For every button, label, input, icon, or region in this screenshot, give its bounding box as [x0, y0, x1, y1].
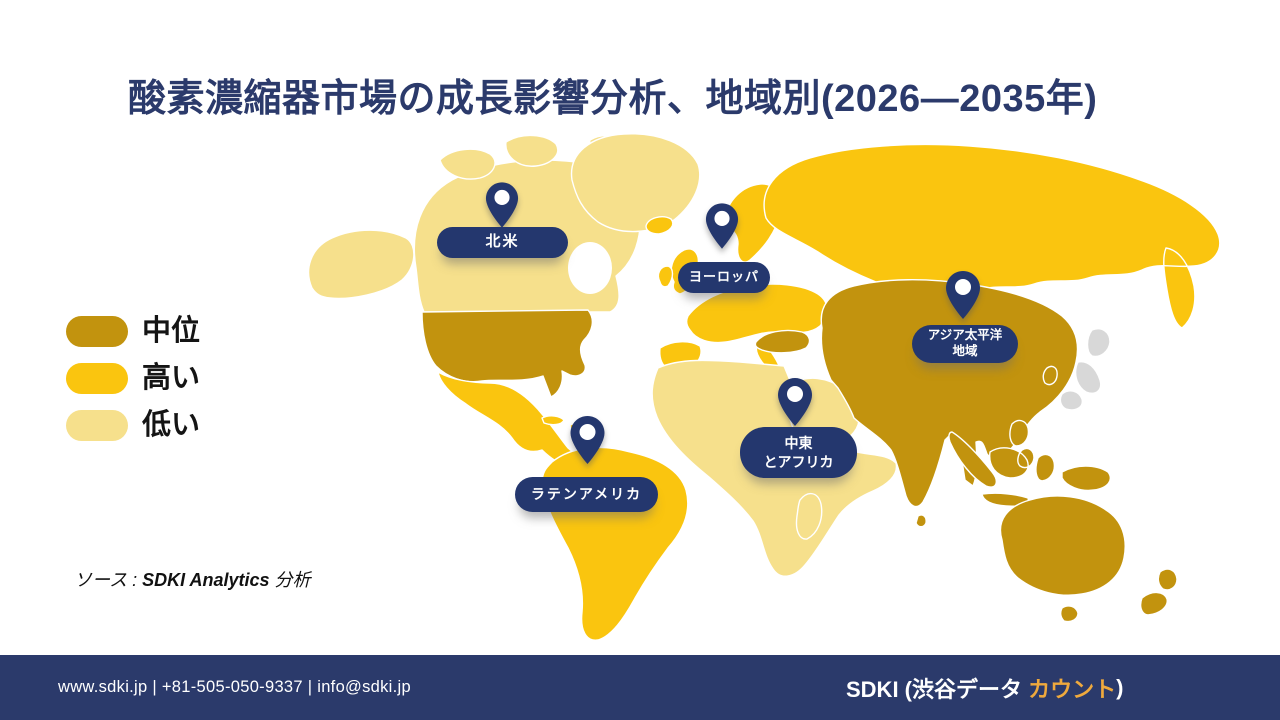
region-label-middle-east-africa: 中東 とアフリカ — [740, 427, 857, 478]
region-new-zealand — [1139, 568, 1178, 616]
region-greenland — [570, 133, 701, 233]
legend: 中位 高い 低い — [66, 316, 200, 441]
page-title: 酸素濃縮器市場の成長影響分析、地域別(2026—2035年) — [128, 78, 1098, 121]
legend-item-medium: 中位 — [66, 316, 200, 347]
brand-logo-suffix: ) — [1116, 674, 1124, 700]
source-brand: SDKI Analytics — [142, 570, 270, 590]
pin-hole — [955, 279, 971, 295]
legend-label-high: 高い — [142, 362, 201, 394]
footer-contact: www.sdki.jp | +81-505-050-9337 | info@sd… — [58, 678, 411, 696]
source-note: ソース : SDKI Analytics 分析 — [74, 566, 311, 592]
source-prefix: ソース : — [74, 570, 143, 590]
region-iceland — [645, 216, 674, 235]
brand-logo-prefix: SDKI (渋谷データ — [846, 676, 1029, 702]
location-pin-icon — [946, 271, 980, 319]
legend-item-high: 高い — [66, 363, 200, 394]
location-pin-icon — [705, 203, 739, 249]
region-label-text: ラテンアメリカ — [530, 485, 643, 502]
legend-swatch-high — [66, 363, 128, 394]
brand-logo-highlight: カウント — [1028, 676, 1117, 702]
footer-bar: www.sdki.jp | +81-505-050-9337 | info@sd… — [0, 655, 1280, 720]
region-japan — [1059, 328, 1111, 411]
hudson-bay — [568, 242, 612, 294]
world-map-infographic: 北米 ヨーロッパ アジア太平洋 地域 中東 とアフリカ — [290, 120, 1240, 650]
region-sri-lanka — [915, 514, 927, 528]
location-pin-icon — [778, 378, 812, 426]
region-madagascar — [795, 493, 823, 540]
brand-logo: SDKI (渋谷データ カウント) — [846, 655, 1123, 720]
legend-label-low: 低い — [142, 409, 201, 441]
region-label-asia-pacific: アジア太平洋 地域 — [912, 325, 1018, 363]
region-label-text: 中東 — [784, 434, 813, 451]
world-map — [308, 133, 1221, 641]
location-pin-icon — [570, 416, 605, 464]
region-label-text: アジア太平洋 — [927, 328, 1003, 343]
map-pin-asia-pacific: アジア太平洋 地域 — [912, 271, 1018, 363]
region-australia — [999, 495, 1126, 623]
location-pin-icon — [485, 182, 519, 228]
map-pin-latin-america: ラテンアメリカ — [515, 416, 658, 512]
map-pin-north-america: 北米 — [437, 182, 568, 258]
region-label-text: ヨーロッパ — [688, 269, 759, 285]
region-label-north-america: 北米 — [437, 227, 568, 258]
pin-hole — [714, 210, 730, 226]
region-label-text: とアフリカ — [763, 453, 834, 470]
region-label-europe: ヨーロッパ — [678, 262, 770, 293]
source-suffix: 分析 — [269, 570, 311, 590]
legend-swatch-low — [66, 410, 128, 441]
region-alaska — [308, 229, 415, 300]
region-ireland — [657, 265, 674, 288]
region-label-text: 北米 — [485, 233, 520, 251]
region-label-text: 地域 — [952, 344, 978, 358]
legend-swatch-medium — [66, 316, 128, 347]
pin-hole — [579, 424, 596, 440]
map-pin-middle-east-africa: 中東 とアフリカ — [740, 378, 857, 478]
region-label-latin-america: ラテンアメリカ — [515, 477, 658, 512]
pin-hole — [494, 189, 510, 205]
region-turkey — [754, 329, 811, 354]
region-korea — [1042, 365, 1058, 386]
region-usa — [421, 309, 594, 398]
map-pin-europe: ヨーロッパ — [678, 203, 770, 293]
legend-item-low: 低い — [66, 410, 200, 441]
pin-hole — [787, 386, 803, 402]
legend-label-medium: 中位 — [142, 315, 201, 347]
